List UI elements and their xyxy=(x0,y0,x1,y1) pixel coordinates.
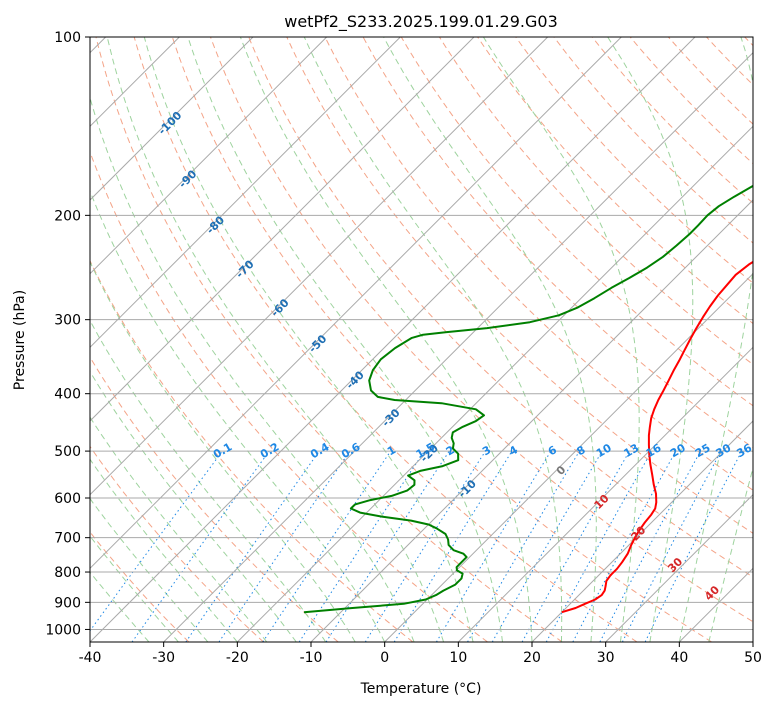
y-tick-label: 800 xyxy=(54,565,81,581)
isotherm-line xyxy=(90,37,475,422)
x-tick-label: 30 xyxy=(597,650,615,666)
dry-adiabat-line xyxy=(171,37,712,642)
isotherm-line xyxy=(236,125,753,642)
dry-adiabat-line xyxy=(515,37,753,284)
mixing-ratio-line xyxy=(364,450,486,642)
isotherm-line xyxy=(90,37,401,349)
mixing-ratio-line xyxy=(572,450,677,642)
moist-adiabat-line xyxy=(106,37,445,642)
y-tick-label: 300 xyxy=(54,313,81,329)
y-tick-label: 1000 xyxy=(45,622,81,638)
moist-adiabat-line xyxy=(90,497,209,642)
moist-adiabat-line xyxy=(607,37,694,642)
x-tick-label: -30 xyxy=(152,650,175,666)
moist-adiabat-line xyxy=(90,416,268,642)
dry-adiabat-line xyxy=(248,37,753,578)
y-axis-label: Pressure (hPa) xyxy=(12,290,28,390)
moist-adiabat-line xyxy=(143,37,474,642)
dry-adiabat-line xyxy=(95,37,563,642)
moist-adiabat-line xyxy=(303,37,563,642)
x-tick-label: 20 xyxy=(523,650,541,666)
isotherm-line xyxy=(457,346,753,642)
dry-adiabat-line xyxy=(133,37,638,642)
dry-adiabat-line xyxy=(90,259,414,642)
mixing-ratio-line xyxy=(218,450,351,642)
temperature-profile-line xyxy=(561,260,753,614)
dry-adiabat-line xyxy=(210,37,753,623)
moist-adiabat-line xyxy=(90,370,297,642)
dry-adiabat-line xyxy=(400,37,753,407)
moist-adiabat-line xyxy=(90,319,327,642)
isotherm-line xyxy=(752,641,753,642)
x-tick-label: -40 xyxy=(79,650,102,666)
x-tick-label: 10 xyxy=(449,650,467,666)
plot-background xyxy=(90,37,753,642)
x-tick-label: -10 xyxy=(300,650,323,666)
y-tick-label: 200 xyxy=(54,208,81,224)
x-tick-label: 40 xyxy=(670,650,688,666)
y-tick-label: 600 xyxy=(54,491,81,507)
moist-adiabat-line xyxy=(678,37,753,642)
mixing-ratio-line xyxy=(262,450,392,642)
dewpoint-profile-line xyxy=(303,184,753,614)
moist-adiabat-line xyxy=(239,37,533,642)
x-tick-label: -20 xyxy=(226,650,249,666)
mixing-ratio-line xyxy=(467,450,580,642)
dry-adiabat-line xyxy=(90,445,264,642)
moist-adiabat-line xyxy=(708,466,753,642)
isotherm-line xyxy=(605,493,753,642)
dry-adiabat-line xyxy=(477,37,753,325)
y-tick-label: 900 xyxy=(54,595,81,611)
dry-adiabat-line xyxy=(324,37,753,491)
y-tick-label: 400 xyxy=(54,387,81,403)
isotherm-line xyxy=(310,199,753,642)
mixing-ratio-line xyxy=(435,450,552,642)
isotherm-line xyxy=(163,51,753,642)
mixing-ratio-line xyxy=(599,450,701,642)
dry-adiabat-line xyxy=(591,37,753,204)
x-axis-label: Temperature (°C) xyxy=(360,681,482,697)
x-tick-label: 0 xyxy=(380,650,389,666)
isotherm-line xyxy=(384,272,753,642)
y-tick-label: 100 xyxy=(54,30,81,46)
mixing-ratio-line xyxy=(185,450,320,642)
moist-adiabat-line xyxy=(90,571,150,642)
y-tick-label: 700 xyxy=(54,531,81,547)
isotherm-line xyxy=(90,37,328,275)
isotherm-line xyxy=(90,37,549,496)
isotherm-line xyxy=(90,37,622,570)
isotherm-line xyxy=(90,37,696,642)
moist-adiabat-line xyxy=(90,189,386,642)
moist-adiabat-line xyxy=(90,260,356,642)
moist-adiabat-line xyxy=(90,535,179,642)
plot-frame xyxy=(89,36,754,643)
dry-adiabat-line xyxy=(629,37,753,165)
moist-adiabat-line xyxy=(90,458,238,642)
x-tick-label: 50 xyxy=(744,650,762,666)
isotherm-line xyxy=(90,37,254,201)
moist-adiabat-line xyxy=(187,37,503,642)
chart-title: wetPf2_S233.2025.199.01.29.G03 xyxy=(284,12,558,32)
mixing-ratio-line xyxy=(325,450,450,642)
y-tick-label: 500 xyxy=(54,444,81,460)
mixing-ratio-label: 36 xyxy=(734,441,754,460)
